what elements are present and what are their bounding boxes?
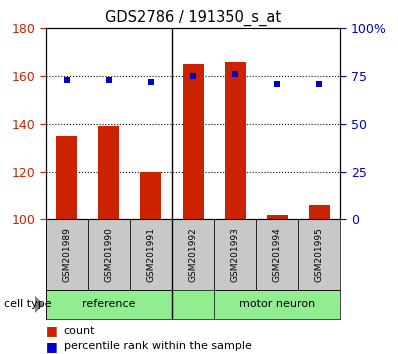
Text: GSM201992: GSM201992 [189, 228, 197, 282]
Bar [298, 219, 340, 290]
Title: GDS2786 / 191350_s_at: GDS2786 / 191350_s_at [105, 9, 281, 25]
Bar [214, 290, 340, 319]
Bar [46, 219, 88, 290]
Text: motor neuron: motor neuron [239, 299, 315, 309]
Bar [267, 215, 288, 219]
Bar [214, 219, 256, 290]
Bar [183, 64, 203, 219]
Bar [256, 219, 298, 290]
Text: percentile rank within the sample: percentile rank within the sample [64, 341, 252, 351]
Text: count: count [64, 326, 95, 336]
Text: GSM201990: GSM201990 [104, 227, 113, 282]
Text: GSM201995: GSM201995 [315, 227, 324, 282]
Text: cell type: cell type [4, 299, 52, 309]
Bar [140, 172, 162, 219]
Text: ■: ■ [46, 325, 58, 337]
Bar [98, 126, 119, 219]
Text: GSM201994: GSM201994 [273, 228, 282, 282]
Bar [130, 219, 172, 290]
Text: GSM201991: GSM201991 [146, 227, 156, 282]
Text: ■: ■ [46, 340, 58, 353]
Polygon shape [35, 296, 44, 313]
Bar [309, 205, 330, 219]
Text: reference: reference [82, 299, 136, 309]
Bar [46, 290, 172, 319]
Text: GSM201993: GSM201993 [230, 227, 240, 282]
Text: GSM201989: GSM201989 [62, 227, 71, 282]
Bar [56, 136, 77, 219]
Bar [172, 219, 214, 290]
Bar [88, 219, 130, 290]
Bar [224, 62, 246, 219]
